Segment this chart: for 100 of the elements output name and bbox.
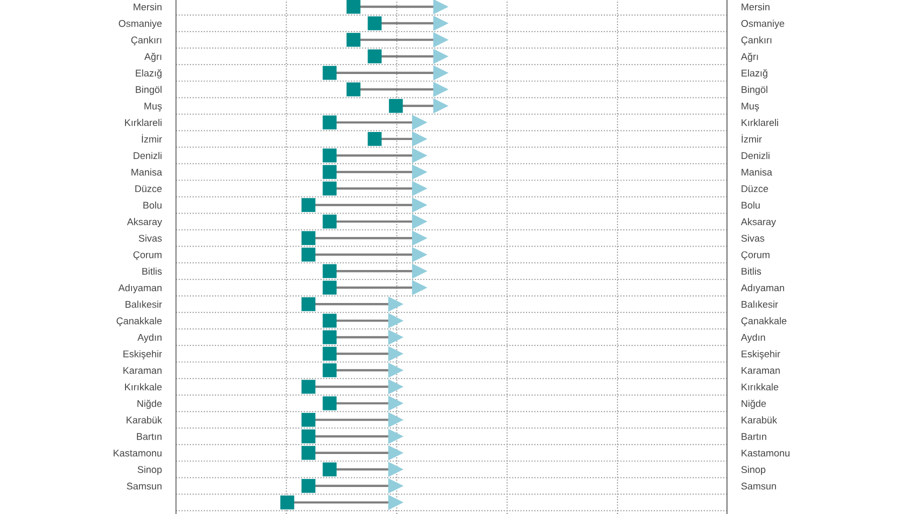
- point: [302, 478, 316, 493]
- y2-tick-label: Çankırı: [741, 36, 772, 46]
- y2-tick-label: Eskişehir: [742, 350, 780, 360]
- point: [322, 330, 337, 344]
- point: [322, 66, 337, 80]
- point: [322, 363, 337, 378]
- point: [433, 65, 449, 80]
- y2-tick-label: Aydın: [740, 334, 765, 343]
- point: [388, 445, 404, 461]
- y-tick-label: Sinop: [138, 466, 162, 475]
- y-tick-label: Bolu: [143, 202, 162, 209]
- point: [388, 346, 404, 362]
- point: [346, 82, 360, 96]
- y-tick-label: Kırklareli: [125, 118, 162, 126]
- point: [302, 231, 316, 246]
- point: [433, 16, 449, 31]
- y-tick-label: Bartın: [136, 433, 162, 440]
- y-tick-label: Sivas: [138, 234, 162, 242]
- y2-tick-label: Bolu: [742, 202, 760, 209]
- point: [433, 48, 449, 64]
- point: [368, 16, 382, 30]
- y2-tick-label: Düzce: [742, 185, 768, 192]
- y2-tick-label: Bartın: [742, 433, 766, 440]
- point: [388, 494, 404, 510]
- point: [412, 280, 428, 296]
- y-tick-label: Düzce: [135, 185, 162, 192]
- y2-tick-label: Kırıkkale: [742, 383, 778, 390]
- point: [322, 462, 337, 476]
- y-tick-label: Karaman: [123, 367, 162, 374]
- point: [322, 115, 337, 130]
- y-tick-label: Samsun: [126, 482, 162, 490]
- y-tick-label: Ağrı: [144, 52, 162, 62]
- y2-tick-label: Çorum: [741, 251, 770, 260]
- y2-tick-label: Sivas: [741, 234, 764, 242]
- point: [388, 98, 403, 113]
- y2-tick-label: Adıyaman: [740, 284, 784, 294]
- y-tick-label: Denizli: [134, 152, 162, 160]
- y2-tick-label: Aksaray: [740, 218, 776, 228]
- point: [388, 462, 404, 478]
- y2-tick-label: İzmir: [742, 134, 762, 142]
- point: [433, 98, 449, 114]
- point: [412, 114, 428, 130]
- y-tick-label: Niğde: [138, 400, 162, 409]
- point: [388, 313, 404, 328]
- y-tick-label: Adıyaman: [118, 284, 162, 294]
- y2-tick-label: Elazığ: [742, 69, 768, 78]
- point: [412, 148, 428, 164]
- y-tick-label: Bitlis: [142, 268, 162, 275]
- point: [388, 296, 404, 312]
- y2-tick-label: Sinop: [741, 466, 766, 475]
- y-tick-label: Aksaray: [127, 218, 162, 228]
- point: [322, 214, 337, 229]
- point: [322, 396, 337, 410]
- point: [302, 446, 316, 460]
- y-tick-label: Aydın: [137, 334, 162, 343]
- point: [322, 264, 337, 278]
- y2-tick-label: Mersin: [742, 3, 770, 10]
- point: [412, 230, 428, 246]
- point: [346, 32, 360, 47]
- point: [302, 248, 316, 262]
- point: [322, 165, 337, 179]
- point: [302, 198, 316, 212]
- y-tick-label: Karabük: [126, 416, 162, 424]
- y2-tick-label: Muş: [742, 102, 759, 112]
- point: [368, 49, 382, 64]
- y-tick-label: Eskişehir: [123, 350, 162, 360]
- y2-tick-label: Balıkesir: [742, 300, 778, 308]
- point: [412, 197, 428, 213]
- y-tick-label: Çanakkale: [116, 317, 162, 326]
- y-tick-label: Osmaniye: [118, 20, 162, 29]
- y2-tick-label: Kastamonu: [742, 450, 790, 456]
- point: [433, 32, 449, 48]
- y-tick-label: Bingöl: [136, 86, 162, 95]
- y2-tick-label: Denizli: [742, 152, 770, 160]
- point: [388, 330, 404, 345]
- point: [302, 380, 316, 394]
- point: [368, 132, 382, 146]
- y2-tick-label: Manisa: [742, 168, 772, 176]
- y-tick-label: Kırıkkale: [125, 383, 162, 390]
- y2-tick-label: Kırklareli: [742, 118, 778, 126]
- y-tick-label: Çorum: [133, 251, 162, 260]
- point: [322, 182, 337, 196]
- y2-tick-label: Osmaniye: [741, 20, 784, 29]
- point: [302, 297, 316, 312]
- y2-tick-label: Karabük: [742, 416, 778, 424]
- y2-tick-label: Karaman: [742, 367, 780, 374]
- point: [388, 428, 404, 444]
- y2-tick-label: Bingöl: [742, 86, 768, 95]
- point: [412, 246, 428, 262]
- point: [302, 412, 316, 427]
- y2-tick-label: Samsun: [741, 482, 776, 490]
- point: [433, 82, 449, 98]
- point: [388, 396, 404, 411]
- y2-tick-label: Bitlis: [742, 268, 762, 275]
- y-tick-label: Manisa: [132, 168, 162, 176]
- point: [388, 478, 404, 494]
- point: [412, 214, 428, 230]
- point: [388, 412, 404, 428]
- point: [322, 280, 337, 295]
- y2-tick-label: Niğde: [742, 400, 766, 409]
